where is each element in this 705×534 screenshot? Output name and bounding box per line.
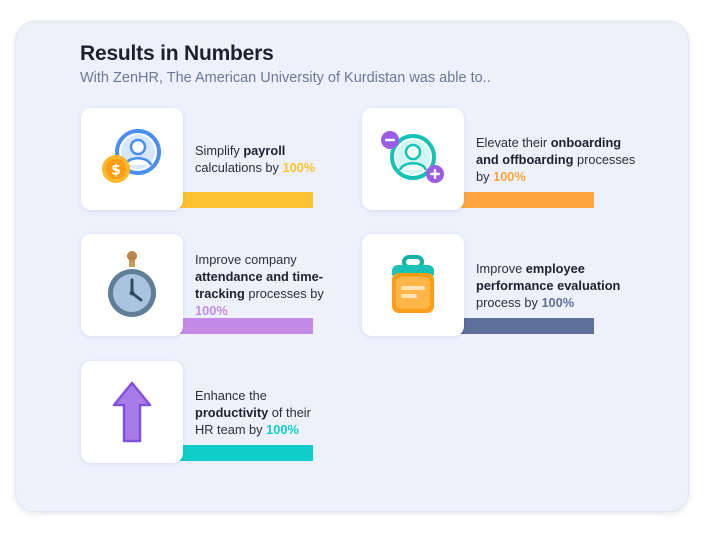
- icon-tile: [362, 108, 464, 210]
- accent-bar: [452, 318, 594, 334]
- result-text: Improve company attendance and time-trac…: [195, 252, 324, 318]
- result-text: Elevate their onboarding and offboarding…: [476, 134, 636, 184]
- result-text: Improve employee performance evaluation …: [476, 260, 621, 310]
- percent-value: 100%: [493, 168, 526, 184]
- icon-tile: $: [81, 108, 183, 210]
- clipboard-icon: [392, 255, 434, 313]
- svg-text:$: $: [111, 163, 121, 179]
- icon-tile: [362, 234, 464, 336]
- onboarding-offboarding-icon: [381, 131, 444, 183]
- accent-bar: [171, 318, 313, 334]
- percent-value: 100%: [195, 303, 228, 318]
- result-item-payroll: $ Simplify payroll calculations by 100%: [81, 108, 321, 218]
- result-text: Simplify payroll calculations by 100%: [195, 143, 316, 175]
- percent-value: 100%: [541, 294, 575, 310]
- accent-bar: [452, 192, 594, 208]
- result-item-performance: Improve employee performance evaluation …: [362, 234, 620, 344]
- icon-tile: [81, 234, 183, 336]
- page-title: Results in Numbers: [80, 42, 274, 65]
- accent-bar: [171, 192, 313, 208]
- accent-bar: [171, 445, 313, 461]
- result-item-onboarding: Elevate their onboarding and offboarding…: [362, 108, 635, 218]
- result-item-productivity: Enhance the productivity of their HR tea…: [81, 361, 321, 471]
- result-text: Enhance the productivity of their HR tea…: [195, 387, 311, 437]
- percent-value: 100%: [266, 421, 299, 437]
- stopwatch-icon: [108, 251, 156, 317]
- result-item-attendance: Improve company attendance and time-trac…: [81, 234, 324, 344]
- arrow-up-icon: [112, 381, 152, 443]
- page-subtitle: With ZenHR, The American University of K…: [80, 70, 491, 86]
- percent-value: 100%: [282, 160, 316, 175]
- payroll-user-coin-icon: $: [102, 129, 161, 183]
- icon-tile: [81, 361, 183, 463]
